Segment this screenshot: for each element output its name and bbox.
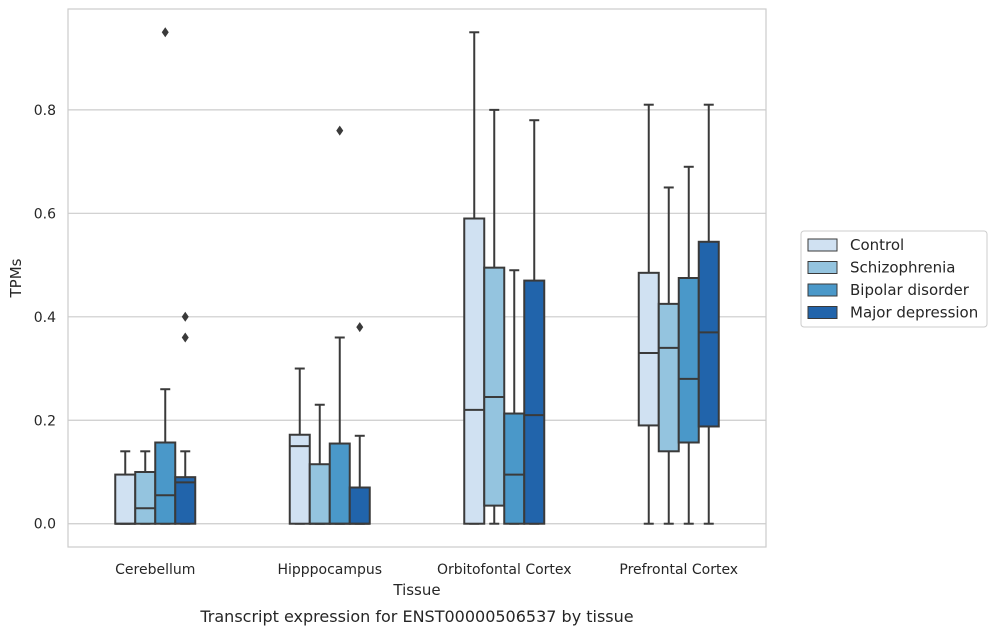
y-tick-label: 0.2	[34, 413, 56, 429]
box-body	[637, 271, 660, 427]
series-schizophrenia	[134, 108, 680, 525]
box-body	[348, 486, 371, 525]
box	[328, 125, 351, 525]
outlier-point	[181, 311, 189, 322]
y-tick-label: 0.8	[34, 103, 56, 119]
y-tick-label: 0.4	[34, 310, 56, 326]
legend-label: Bipolar disorder	[850, 281, 970, 299]
legend-label: Control	[850, 236, 904, 254]
box	[463, 31, 486, 525]
y-tick-label: 0.6	[34, 206, 56, 222]
series-bipolar-disorder	[154, 27, 700, 525]
y-tick-label: 0.0	[34, 517, 56, 533]
outlier-point	[356, 322, 364, 333]
y-axis-label: TPMs	[7, 258, 25, 298]
box	[523, 119, 546, 525]
x-tick-label: Cerebellum	[115, 562, 195, 578]
series-major-depression	[174, 103, 720, 525]
legend-frame	[800, 230, 988, 328]
box	[174, 311, 197, 525]
box	[637, 103, 660, 525]
box-body	[308, 463, 331, 525]
box-body	[154, 441, 177, 525]
x-tick-label: Prefrontal Cortex	[619, 562, 738, 578]
box	[677, 165, 700, 525]
box	[657, 186, 680, 525]
outlier-point	[336, 125, 344, 136]
box	[134, 450, 157, 525]
chart-caption: Transcript expression for ENST0000050653…	[199, 607, 633, 626]
box-body	[288, 433, 311, 525]
box-body	[677, 277, 700, 444]
box-body	[483, 266, 506, 507]
y-axis-ticks: 0.0 0.2 0.4 0.6 0.8	[34, 103, 56, 533]
outlier-point	[181, 332, 189, 343]
box-body	[328, 442, 351, 525]
legend-swatch	[807, 306, 838, 319]
legend: Control Schizophrenia Bipolar disorder Majo…	[800, 230, 988, 328]
legend-label: Schizophrenia	[850, 259, 955, 277]
box-body	[697, 240, 720, 428]
box	[154, 27, 177, 525]
box-body	[523, 279, 546, 525]
x-tick-label: Orbitofontal Cortex	[437, 562, 572, 578]
legend-swatch	[807, 261, 838, 274]
box	[114, 450, 137, 525]
box	[483, 108, 506, 525]
legend-label: Major depression	[850, 304, 978, 322]
box	[288, 367, 311, 525]
box-body	[174, 476, 197, 525]
axes-frame	[67, 8, 767, 548]
box-body	[114, 473, 137, 525]
box-body	[503, 412, 526, 525]
box-body	[463, 217, 486, 525]
box	[503, 269, 526, 525]
plot-area	[114, 27, 720, 525]
box-body	[657, 302, 680, 453]
legend-swatch	[807, 238, 838, 252]
box	[697, 103, 720, 525]
box	[308, 403, 331, 525]
x-axis-ticks: Cerebellum Hipppocampus Orbitofontal Corte…	[115, 562, 738, 578]
series-control	[114, 31, 660, 525]
x-axis-label: Tissue	[392, 581, 440, 599]
outlier-point	[161, 27, 169, 38]
x-tick-label: Hipppocampus	[277, 562, 382, 578]
box-body	[134, 470, 157, 525]
box	[348, 322, 371, 525]
legend-swatch	[807, 283, 838, 297]
